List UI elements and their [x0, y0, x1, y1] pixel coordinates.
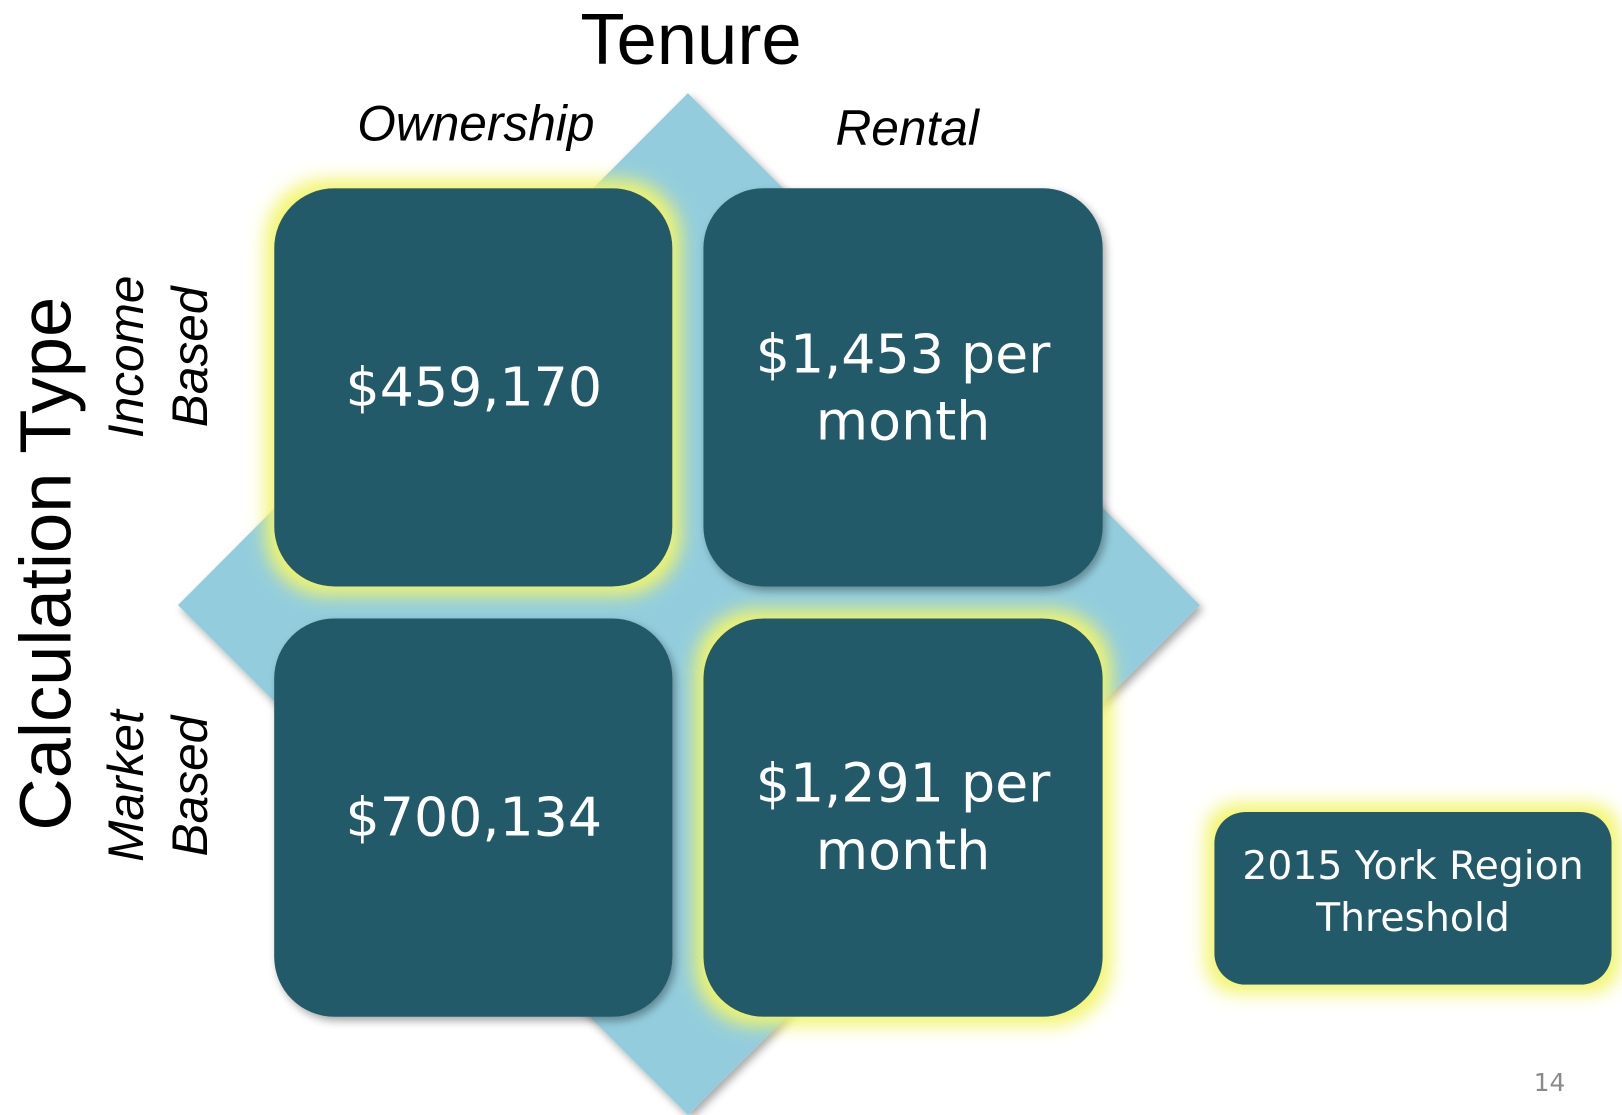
- column-label: Rental: [835, 100, 980, 156]
- legend-label: 2015 York Region Threshold: [1242, 844, 1583, 941]
- row-label: Income Based: [98, 275, 218, 438]
- row-label: Market Based: [98, 708, 218, 862]
- cell-box: [703, 188, 1103, 587]
- cell-value: $1,291 per month: [756, 752, 1051, 882]
- row-axis-label: Calculation Type: [5, 297, 86, 831]
- page-number: 14: [1534, 1068, 1566, 1097]
- column-label: Ownership: [357, 96, 594, 152]
- title: Tenure: [580, 0, 801, 80]
- cell-value: $459,170: [346, 355, 603, 418]
- cell-box: [703, 618, 1103, 1017]
- legend-box: [1214, 811, 1612, 985]
- cell-value: $700,134: [346, 786, 603, 849]
- cell-box: [274, 618, 673, 1017]
- cell-value: $1,453 per month: [756, 322, 1051, 452]
- cell-box: [274, 188, 673, 587]
